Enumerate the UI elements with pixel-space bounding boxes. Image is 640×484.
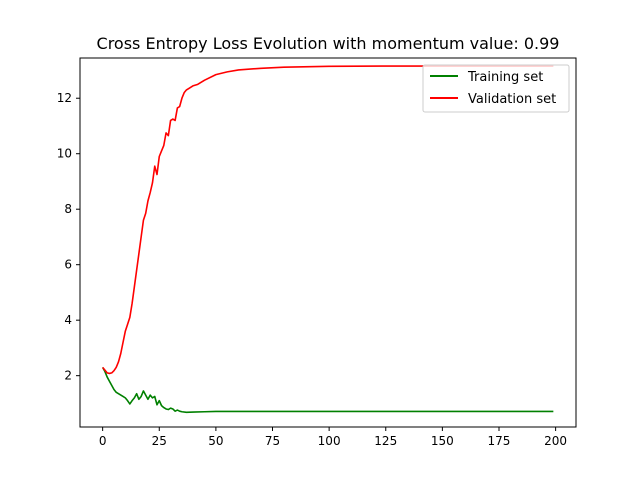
validation-set-line [102, 65, 554, 375]
x-tick-label: 175 [488, 434, 511, 448]
chart-title: Cross Entropy Loss Evolution with moment… [97, 34, 560, 53]
training-set-line [101, 366, 554, 414]
x-tick-label: 0 [99, 434, 107, 448]
x-tick-label: 125 [374, 434, 397, 448]
x-tick-label: 200 [544, 434, 567, 448]
y-tick-label: 12 [57, 91, 72, 105]
y-tick-label: 6 [64, 258, 72, 272]
x-tick-label: 100 [318, 434, 341, 448]
legend-label-validation: Validation set [468, 92, 556, 107]
x-tick-label: 25 [152, 434, 167, 448]
axes-frame [79, 57, 577, 428]
legend: Training set Validation set [422, 64, 570, 113]
y-tick-label: 4 [64, 313, 72, 327]
y-tick-label: 8 [64, 202, 72, 216]
legend-box [422, 64, 570, 113]
y-tick-label: 2 [64, 369, 72, 383]
x-tick-label: 75 [265, 434, 280, 448]
x-axis: 0 25 50 75 100 125 150 175 200 [99, 427, 567, 448]
legend-label-training: Training set [467, 70, 543, 85]
series-layer [101, 65, 554, 414]
y-tick-label: 10 [57, 147, 72, 161]
x-tick-label: 150 [431, 434, 454, 448]
x-tick-label: 50 [208, 434, 223, 448]
y-axis: 2 4 6 8 10 12 [57, 91, 80, 383]
